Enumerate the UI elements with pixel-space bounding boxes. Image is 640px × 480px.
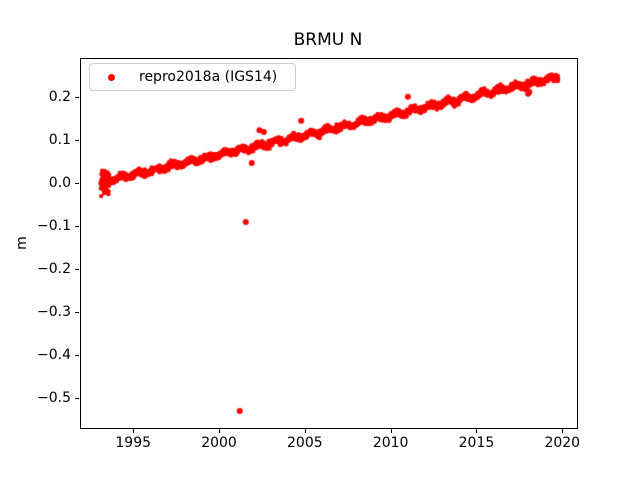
y-tick-mark [75,96,79,98]
y-tick-label: −0.4 [37,347,71,364]
y-tick-mark [75,226,79,228]
x-tick-label: 2020 [544,435,581,451]
x-tick-label: 2000 [201,435,237,451]
y-tick-mark [75,312,79,314]
legend-label: repro2018a (IGS14) [139,69,278,85]
x-tick-mark [304,429,306,433]
y-tick-label: −0.3 [37,304,71,321]
y-tick-mark [75,140,79,142]
x-tick-label: 2005 [287,435,323,451]
y-tick-mark [75,398,79,400]
y-tick-mark [75,183,79,185]
y-tick-mark [75,355,79,357]
scatter-marker-icon [108,73,115,81]
chart-title: BRMU N [293,30,363,50]
x-tick-mark [476,429,478,433]
y-tick-label: −0.2 [37,261,71,278]
y-tick-label: 0.1 [48,132,71,149]
plot-area [81,59,577,428]
y-tick-label: 0.2 [48,88,71,105]
x-tick-mark [133,429,135,433]
x-tick-label: 1995 [115,435,152,451]
x-tick-mark [219,429,221,433]
y-tick-label: 0.0 [48,175,71,192]
y-tick-mark [75,269,79,271]
x-tick-mark [562,429,564,433]
x-tick-label: 2015 [458,435,495,451]
y-tick-label: −0.5 [37,390,71,407]
x-tick-label: 2010 [372,435,409,451]
x-tick-mark [390,429,392,433]
legend: repro2018a (IGS14) [89,63,297,91]
y-tick-label: −0.1 [37,218,71,235]
y-axis-label: m [14,236,30,250]
axes-frame: repro2018a (IGS14) [80,58,578,429]
